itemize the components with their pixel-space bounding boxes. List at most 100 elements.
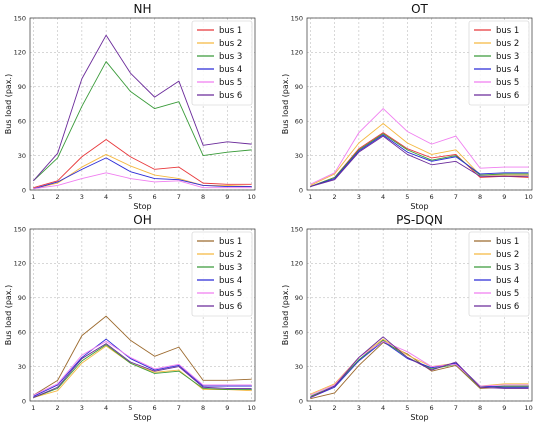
series-line-bus-1 (310, 342, 529, 400)
y-tick-label: 30 (295, 363, 303, 371)
y-axis-label: Bus load (pax.) (281, 74, 290, 134)
x-tick-label: 5 (405, 193, 409, 201)
y-tick-label: 30 (295, 152, 303, 160)
legend-label-bus-2: bus 2 (219, 250, 242, 260)
x-tick-label: 5 (128, 404, 132, 412)
legend-label-bus-1: bus 1 (219, 26, 242, 36)
series-line-bus-4 (310, 340, 529, 398)
legend-label-bus-5: bus 5 (496, 78, 519, 88)
y-tick-label: 0 (299, 186, 303, 194)
legend: bus 1 bus 2 bus 3 bus 4 bus 5 bus 6 (468, 231, 530, 317)
x-tick-label: 6 (153, 193, 157, 201)
legend-label-bus-4: bus 4 (219, 65, 242, 75)
series-line-bus-4 (33, 338, 252, 397)
x-tick-label: 2 (56, 404, 60, 412)
y-axis-label: Bus load (pax.) (4, 74, 13, 134)
legend-label-bus-4: bus 4 (219, 276, 242, 286)
legend-box (468, 20, 530, 106)
y-tick-label: 150 (14, 14, 26, 22)
legend-label-bus-1: bus 1 (219, 237, 242, 247)
x-tick-label: 1 (31, 193, 35, 201)
legend-label-bus-3: bus 3 (219, 263, 242, 273)
plot-frame (29, 228, 256, 402)
x-tick-label: 5 (405, 404, 409, 412)
y-tick-label: 150 (291, 225, 303, 233)
x-tick-label: 6 (153, 404, 157, 412)
x-tick-label: 10 (247, 404, 255, 412)
series-line-bus-6 (33, 34, 252, 182)
legend-label-bus-6: bus 6 (219, 91, 242, 101)
chart-panel-1: 1 2 3 4 5 6 7 8 9 10 0 30 60 90 120 150 NH Stop Bus load (… (4, 2, 256, 211)
x-tick-label: 2 (333, 193, 337, 201)
legend-box (191, 20, 253, 106)
x-tick-label: 8 (201, 193, 205, 201)
y-tick-label: 0 (22, 397, 26, 405)
series-line-bus-1 (33, 139, 252, 189)
x-tick-label: 9 (225, 404, 229, 412)
y-tick-label: 150 (14, 225, 26, 233)
x-tick-label: 3 (357, 404, 361, 412)
x-axis-label: Stop (410, 413, 428, 422)
series-line-bus-5 (33, 340, 252, 396)
y-tick-label: 30 (18, 152, 26, 160)
y-tick-label: 90 (18, 294, 26, 302)
x-tick-label: 6 (430, 404, 434, 412)
legend-label-bus-5: bus 5 (219, 78, 242, 88)
y-tick-label: 150 (291, 14, 303, 22)
x-tick-label: 1 (31, 404, 35, 412)
series-line-bus-2 (310, 123, 529, 186)
x-tick-label: 6 (430, 193, 434, 201)
legend-box (191, 231, 253, 317)
chart-panel-4: 1 2 3 4 5 6 7 8 9 10 0 30 60 90 120 150 PS-DQN Stop Bus lo… (281, 213, 533, 422)
x-tick-label: 10 (524, 404, 532, 412)
y-tick-label: 60 (295, 329, 303, 337)
x-tick-label: 9 (502, 404, 506, 412)
legend-label-bus-2: bus 2 (496, 250, 519, 260)
x-tick-label: 7 (454, 404, 458, 412)
legend-label-bus-4: bus 4 (496, 276, 519, 286)
y-tick-label: 90 (295, 83, 303, 91)
plot-frame (306, 228, 533, 402)
legend-label-bus-4: bus 4 (496, 65, 519, 75)
x-tick-label: 4 (381, 193, 385, 201)
legend-label-bus-6: bus 6 (219, 302, 242, 312)
legend: bus 1 bus 2 bus 3 bus 4 bus 5 bus 6 (191, 20, 253, 106)
series-line-bus-5 (310, 108, 529, 185)
series-line-bus-5 (33, 172, 252, 190)
series-line-bus-2 (33, 153, 252, 190)
series-line-bus-6 (310, 336, 529, 398)
x-tick-label: 1 (308, 193, 312, 201)
chart-title: NH (134, 2, 152, 16)
y-tick-label: 120 (291, 260, 303, 268)
series-line-bus-3 (33, 344, 252, 398)
series-line-bus-3 (310, 133, 529, 187)
x-tick-label: 8 (201, 404, 205, 412)
y-tick-label: 120 (14, 49, 26, 57)
y-tick-label: 30 (18, 363, 26, 371)
x-tick-label: 8 (478, 193, 482, 201)
x-tick-label: 4 (104, 404, 108, 412)
chart-title: OT (411, 2, 428, 16)
chart-title: OH (133, 213, 151, 227)
x-axis-label: Stop (133, 202, 151, 211)
legend-label-bus-3: bus 3 (496, 263, 519, 273)
legend-label-bus-3: bus 3 (219, 52, 242, 62)
series-line-bus-4 (310, 134, 529, 187)
x-tick-label: 9 (225, 193, 229, 201)
y-tick-label: 120 (14, 260, 26, 268)
x-tick-label: 4 (104, 193, 108, 201)
series-line-bus-3 (33, 61, 252, 182)
legend-label-bus-1: bus 1 (496, 26, 519, 36)
x-tick-label: 10 (524, 193, 532, 201)
legend-box (468, 231, 530, 317)
legend-label-bus-2: bus 2 (219, 39, 242, 49)
series-line-bus-6 (310, 135, 529, 187)
x-tick-label: 7 (454, 193, 458, 201)
legend: bus 1 bus 2 bus 3 bus 4 bus 5 bus 6 (191, 231, 253, 317)
legend: bus 1 bus 2 bus 3 bus 4 bus 5 bus 6 (468, 20, 530, 106)
legend-label-bus-1: bus 1 (496, 237, 519, 247)
legend-label-bus-6: bus 6 (496, 302, 519, 312)
x-axis-label: Stop (410, 202, 428, 211)
x-tick-label: 5 (128, 193, 132, 201)
